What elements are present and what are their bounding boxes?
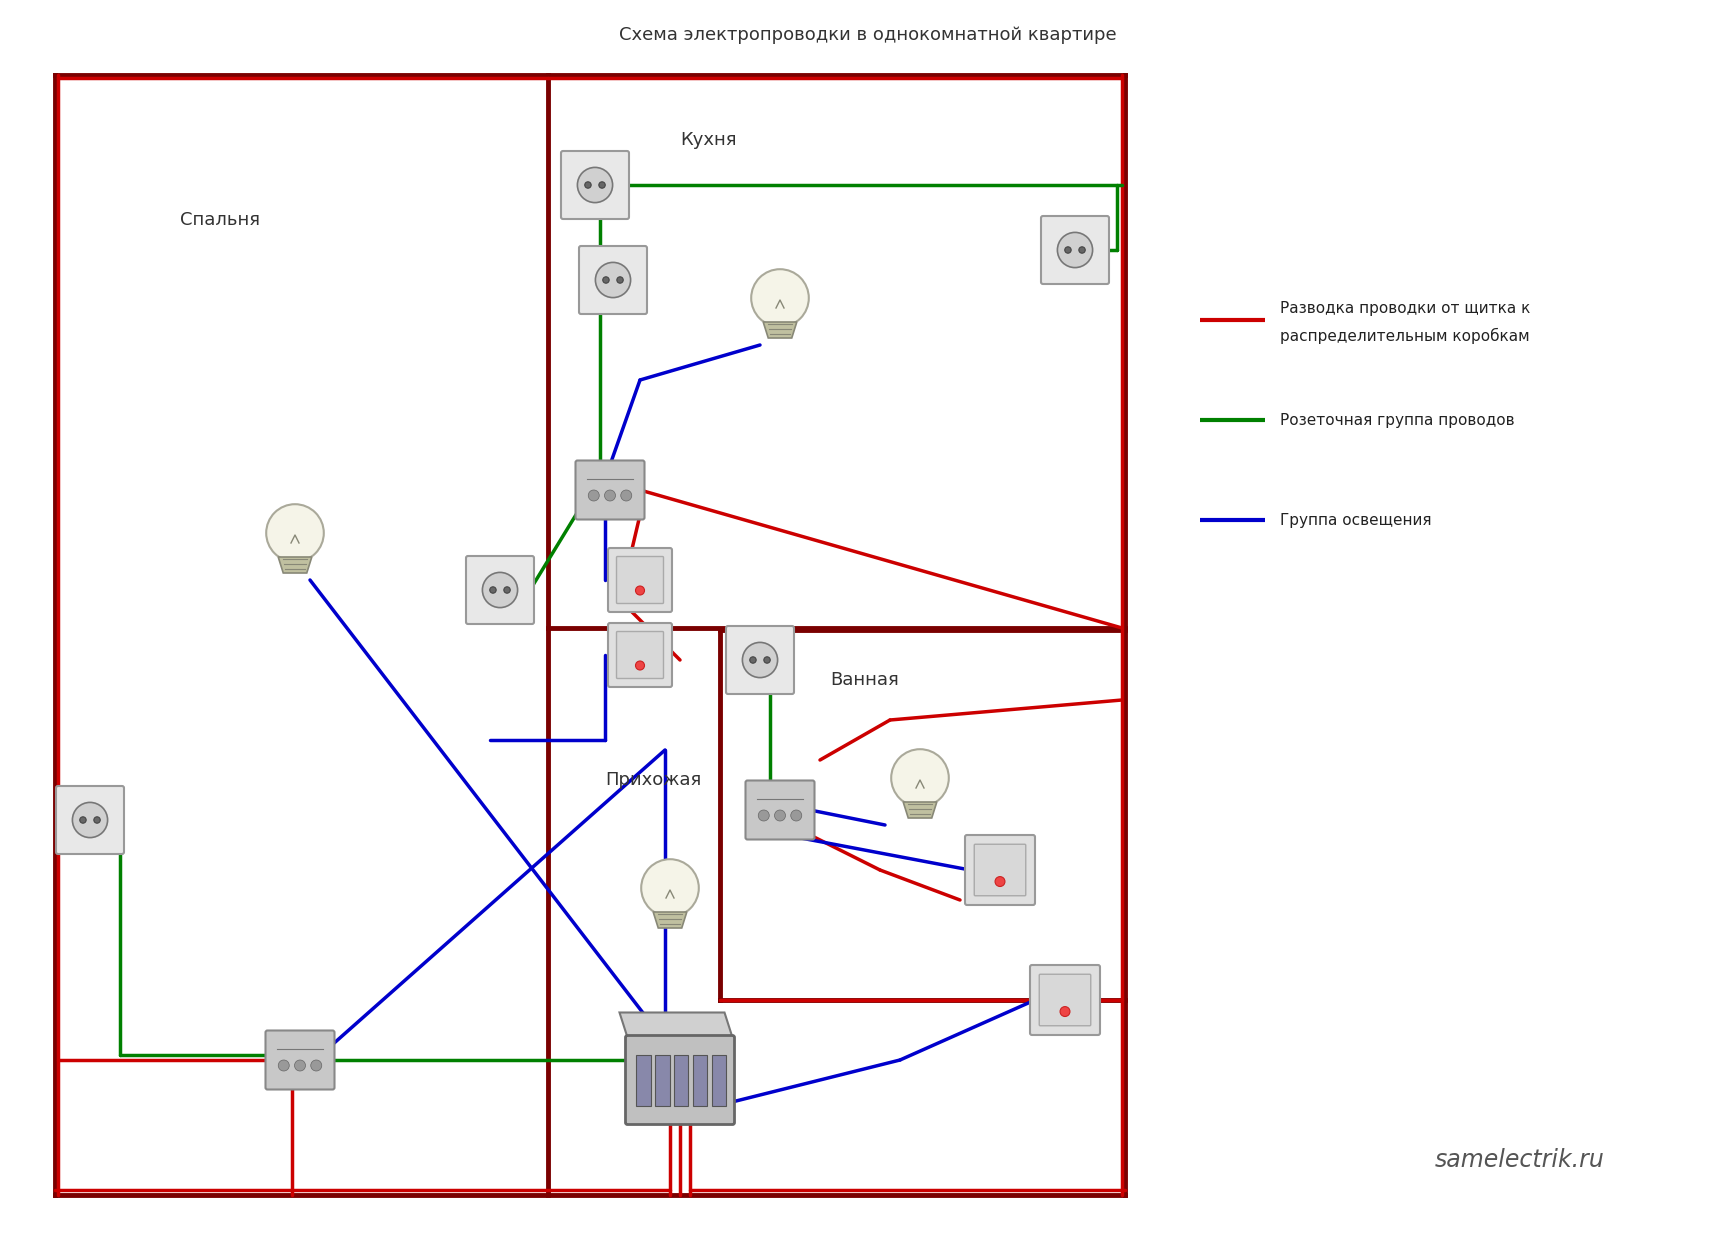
Circle shape — [503, 587, 510, 593]
Circle shape — [1061, 1007, 1069, 1017]
Circle shape — [764, 656, 771, 663]
Circle shape — [295, 1060, 306, 1071]
Circle shape — [585, 182, 592, 188]
FancyBboxPatch shape — [1040, 975, 1090, 1026]
FancyBboxPatch shape — [1029, 965, 1101, 1035]
Text: Группа освещения: Группа освещения — [1279, 513, 1432, 528]
Text: Кухня: Кухня — [681, 131, 736, 149]
Polygon shape — [620, 1012, 733, 1037]
Circle shape — [750, 656, 757, 663]
Circle shape — [73, 802, 108, 837]
Text: Разводка проводки от щитка к: Разводка проводки от щитка к — [1279, 301, 1531, 316]
FancyBboxPatch shape — [266, 1031, 335, 1090]
FancyBboxPatch shape — [608, 548, 672, 612]
Polygon shape — [903, 802, 937, 817]
FancyBboxPatch shape — [616, 557, 663, 604]
Circle shape — [266, 504, 325, 562]
FancyBboxPatch shape — [576, 461, 644, 519]
FancyBboxPatch shape — [974, 844, 1026, 896]
Circle shape — [995, 876, 1005, 886]
FancyBboxPatch shape — [608, 623, 672, 686]
Circle shape — [891, 749, 950, 806]
Circle shape — [621, 490, 632, 500]
FancyBboxPatch shape — [616, 631, 663, 679]
Circle shape — [641, 859, 700, 917]
Circle shape — [595, 262, 630, 297]
Circle shape — [604, 490, 616, 500]
Circle shape — [602, 277, 609, 283]
Text: Спальня: Спальня — [181, 211, 260, 228]
Circle shape — [1078, 247, 1085, 253]
Bar — [654, 1055, 670, 1106]
Text: Прихожая: Прихожая — [606, 771, 701, 789]
Circle shape — [589, 490, 599, 500]
Polygon shape — [278, 557, 312, 573]
Text: распределительным коробкам: распределительным коробкам — [1279, 328, 1529, 344]
Bar — [674, 1055, 689, 1106]
Circle shape — [743, 643, 778, 678]
Circle shape — [792, 810, 802, 821]
Polygon shape — [764, 322, 797, 338]
Circle shape — [278, 1060, 290, 1071]
Circle shape — [311, 1060, 321, 1071]
FancyBboxPatch shape — [965, 835, 1035, 905]
FancyBboxPatch shape — [561, 151, 628, 218]
FancyBboxPatch shape — [625, 1036, 734, 1124]
Circle shape — [752, 270, 809, 327]
Circle shape — [599, 182, 606, 188]
Circle shape — [759, 810, 769, 821]
Text: Розеточная группа проводов: Розеточная группа проводов — [1279, 413, 1514, 428]
FancyBboxPatch shape — [745, 780, 814, 840]
FancyBboxPatch shape — [726, 626, 793, 694]
Circle shape — [490, 587, 496, 593]
Circle shape — [616, 277, 623, 283]
Text: samelectrik.ru: samelectrik.ru — [1436, 1148, 1606, 1172]
Bar — [712, 1055, 726, 1106]
Circle shape — [635, 661, 644, 670]
Circle shape — [94, 816, 101, 824]
Text: Ванная: Ванная — [830, 671, 899, 689]
Circle shape — [1064, 247, 1071, 253]
Circle shape — [483, 573, 517, 608]
Circle shape — [635, 587, 644, 595]
Circle shape — [1057, 232, 1092, 267]
FancyBboxPatch shape — [1042, 216, 1109, 285]
FancyBboxPatch shape — [465, 557, 535, 624]
Text: Схема электропроводки в однокомнатной квартире: Схема электропроводки в однокомнатной кв… — [620, 26, 1116, 44]
Circle shape — [774, 810, 785, 821]
Polygon shape — [653, 912, 687, 929]
FancyBboxPatch shape — [56, 786, 123, 854]
FancyBboxPatch shape — [580, 246, 648, 314]
Bar — [635, 1055, 651, 1106]
Circle shape — [80, 816, 87, 824]
Circle shape — [578, 167, 613, 202]
Bar — [693, 1055, 707, 1106]
